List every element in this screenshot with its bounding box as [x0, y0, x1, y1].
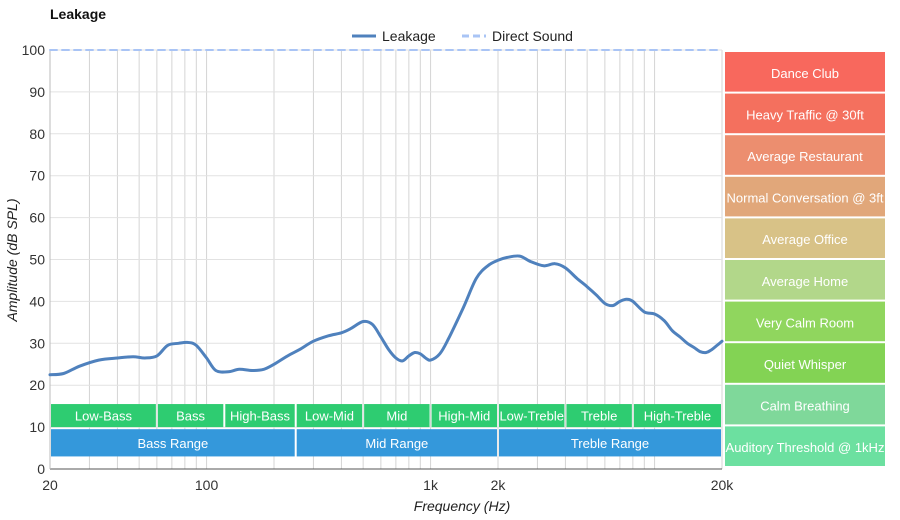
y-axis-label: Amplitude (dB SPL)	[4, 199, 20, 323]
y-tick-label: 100	[22, 42, 46, 58]
band-high-treble	[633, 404, 721, 428]
series-leakage	[48, 254, 724, 377]
reference-level-label: Quiet Whisper	[764, 357, 847, 372]
legend-label: Direct Sound	[492, 28, 573, 44]
y-tick-label: 30	[29, 335, 45, 351]
y-tick-label: 60	[29, 210, 45, 226]
x-tick-label: 1k	[423, 477, 439, 493]
x-tick-label: 2k	[491, 477, 507, 493]
band-low-mid	[296, 404, 363, 428]
reference-level-block	[725, 135, 885, 175]
band-label: Low-Bass	[75, 409, 133, 424]
legend: Leakage Direct Sound	[352, 28, 573, 44]
reference-level-block	[725, 176, 885, 217]
band-label: High-Bass	[230, 409, 290, 424]
reference-level-block	[725, 301, 885, 342]
band-bass	[157, 404, 224, 428]
band-label: Bass	[176, 409, 205, 424]
x-axis-label: Frequency (Hz)	[414, 498, 510, 514]
frequency-bands: Low-Bass Bass High-Bass Low-Mid Mid High-Mid L…	[51, 404, 721, 457]
reference-levels: Dance Club Heavy Traffic @ 30ft Average Re…	[725, 52, 885, 466]
band-label: Low-Mid	[305, 409, 354, 424]
y-tick-label: 20	[29, 377, 45, 393]
band-label: Low-Treble	[499, 409, 564, 424]
y-tick-label: 80	[29, 126, 45, 142]
band-label: High-Mid	[438, 409, 490, 424]
x-tick-label: 100	[195, 477, 219, 493]
series-lines	[48, 49, 724, 377]
y-tick-label: 0	[37, 461, 45, 477]
reference-level-label: Average Restaurant	[747, 149, 863, 164]
range-label: Bass Range	[137, 436, 208, 451]
reference-level-block	[725, 218, 885, 258]
y-tick-label: 90	[29, 84, 45, 100]
band-mid	[364, 404, 430, 428]
range-label: Mid Range	[365, 436, 428, 451]
y-tick-label: 70	[29, 168, 45, 184]
range-mid-range	[296, 429, 497, 457]
reference-level-label: Dance Club	[771, 66, 839, 81]
chart-title: Leakage	[50, 6, 106, 22]
reference-level-label: Heavy Traffic @ 30ft	[746, 107, 864, 122]
x-tick-label: 20k	[711, 477, 735, 493]
band-label: Mid	[386, 409, 407, 424]
reference-level-label: Calm Breathing	[760, 399, 850, 414]
reference-level-block	[725, 93, 885, 134]
legend-label: Leakage	[382, 28, 436, 44]
grid	[49, 49, 723, 470]
band-low-bass	[51, 404, 156, 428]
reference-level-label: Normal Conversation @ 3ft	[727, 191, 884, 206]
reference-level-label: Average Home	[762, 274, 848, 289]
reference-level-block	[725, 52, 885, 92]
reference-level-block	[725, 343, 885, 383]
y-tick-label: 10	[29, 419, 45, 435]
x-tick-label: 20	[42, 477, 58, 493]
reference-level-block	[725, 260, 885, 300]
band-treble	[566, 404, 632, 428]
range-label: Treble Range	[571, 436, 649, 451]
y-tick-label: 50	[29, 252, 45, 268]
reference-level-block	[725, 384, 885, 425]
reference-level-label: Very Calm Room	[756, 315, 854, 330]
band-low-treble	[499, 404, 565, 428]
x-axis-ticks: 20 100 1k 2k 20k	[42, 477, 734, 493]
range-treble-range	[499, 429, 721, 457]
y-tick-label: 40	[29, 293, 45, 309]
band-label: Treble	[581, 409, 617, 424]
range-bass-range	[51, 429, 295, 457]
band-high-mid	[431, 404, 497, 428]
band-high-bass	[225, 404, 295, 428]
band-label: High-Treble	[644, 409, 711, 424]
reference-level-label: Average Office	[762, 232, 848, 247]
reference-level-label: Auditory Threshold @ 1kHz	[726, 440, 885, 455]
y-axis-ticks: 0 10 20 30 40 50 60 70 80 90 100	[22, 42, 46, 477]
reference-level-block	[725, 426, 885, 466]
